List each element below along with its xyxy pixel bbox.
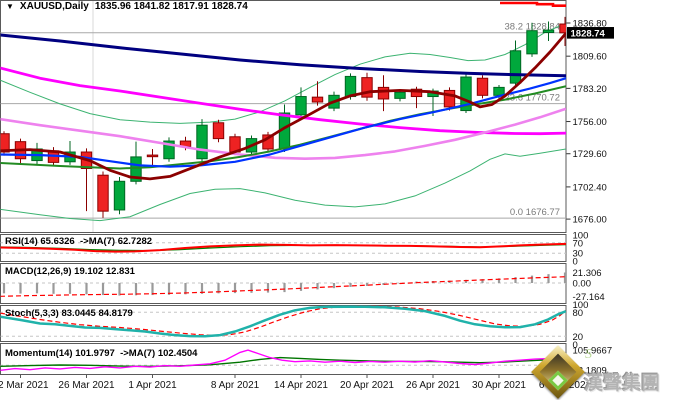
collapse-triangle-icon[interactable]: ▼: [6, 1, 14, 11]
price-tick-label: 1783.20: [573, 84, 607, 95]
chart-title-bar: ▼ XAUUSD,Daily 1835.96 1841.82 1817.91 1…: [6, 1, 248, 12]
candle-body: [394, 91, 406, 99]
price-tick-label: 1756.00: [573, 117, 607, 128]
rsi-axis-label: 70: [573, 238, 584, 249]
bollinger-upper-line: [0, 23, 566, 124]
candle-body: [196, 124, 208, 160]
rsi-panel: [0, 242, 566, 254]
candle-body: [146, 154, 159, 158]
price-tick-label: 1809.60: [573, 52, 607, 63]
stochastic-panel: [0, 305, 566, 338]
date-tick-label: 20 Apr 2021: [340, 380, 394, 391]
rsi-line: [0, 242, 566, 253]
candle-body: [542, 29, 555, 34]
ma-violet-line: [0, 107, 566, 160]
rsi-axis-label: 100: [573, 231, 589, 242]
bollinger-lower-line: [0, 148, 566, 222]
macd-axis-label: -27.164: [573, 292, 605, 303]
date-tick-label: 14 Apr 2021: [274, 380, 328, 391]
candle-body: [130, 156, 142, 182]
stoch-axis-label: 20: [573, 332, 584, 343]
ohlc-values: 1835.96 1841.82 1817.91 1828.74: [94, 1, 248, 12]
ma-maroon-line: [0, 32, 566, 181]
watermark-text: 漢聲集團: [584, 373, 661, 394]
candle-body: [526, 30, 538, 55]
price-tick-label: 1729.60: [573, 149, 607, 160]
candle-body: [377, 86, 390, 100]
candle-body: [460, 76, 472, 112]
date-tick-label: 26 Apr 2021: [406, 380, 460, 391]
candle-body: [476, 77, 489, 96]
date-axis: 22 Mar 2021 26 Mar 2021 1 Apr 2021 8 Apr 20…: [0, 374, 592, 391]
candle-body: [97, 174, 109, 212]
price-tick-label: 1836.80: [573, 19, 607, 30]
price-tick-label: 1676.00: [573, 215, 607, 226]
momentum-axis-label: 105.9667: [573, 345, 613, 356]
macd-axis-label: 21.306: [573, 268, 602, 279]
stoch-main-line: [0, 305, 566, 338]
macd-panel: [0, 272, 566, 297]
date-tick-label: 1 Apr 2021: [128, 380, 177, 391]
price-tick-label: 1702.40: [573, 182, 607, 193]
fib-label: 0.0 1676.77: [510, 207, 560, 218]
stoch-label: Stoch(5,3,3) 83.0445 84.8179: [5, 307, 133, 319]
rsi-axis-label: 0: [573, 257, 578, 268]
current-price-tag: [567, 27, 614, 39]
symbol-label: XAUUSD,Daily: [19, 1, 89, 12]
fib-label: 23.6 1770.72: [505, 93, 560, 104]
stoch-axis-label: 80: [573, 308, 584, 319]
candle-body: [113, 180, 126, 211]
date-tick-label: 8 Apr 2021: [211, 380, 260, 391]
date-tick-label: 22 Mar 2021: [0, 380, 49, 391]
candlesticks: [0, 16, 566, 218]
ma-magenta-line: [0, 66, 566, 136]
candle-body: [212, 122, 225, 140]
rsi-label: RSI(14) 65.6326 ->MA(7) 62.7282: [5, 236, 153, 247]
candle-body: [361, 77, 373, 98]
momentum-line: [0, 349, 566, 372]
momentum-label: Momentum(14) 101.9797 ->MA(7) 102.4504: [5, 347, 198, 359]
candle-body: [443, 89, 456, 108]
candle-body: [509, 50, 522, 84]
candle-body: [410, 88, 423, 98]
momentum-axis-label: 98.1809: [573, 365, 607, 376]
ma-blue-line: [0, 77, 566, 168]
red-step-line: [500, 1, 566, 7]
macd-label: MACD(12,26,9) 19.102 12.831: [5, 265, 135, 277]
rsi-axis-label: 30: [573, 249, 584, 260]
macd-axis-label: 0.00: [573, 279, 592, 290]
candle-body: [163, 140, 175, 160]
date-tick-label: 26 Mar 2021: [58, 380, 115, 391]
candle-body: [311, 96, 324, 103]
candle-body: [295, 96, 307, 116]
ma-navy-line: [0, 33, 566, 78]
momentum-ma-line: [0, 356, 566, 368]
watermark-monogram: S: [585, 347, 592, 362]
momentum-panel: [0, 349, 566, 372]
date-tick-label: 30 Apr 2021: [472, 380, 526, 391]
current-price-value: 1828.74: [571, 28, 606, 39]
macd-signal-line: [0, 276, 566, 297]
price-axis: 1836.80 1809.60 1783.20 1756.00 1729.60 1702.…: [566, 19, 614, 376]
stoch-axis-label: 100: [573, 300, 589, 311]
stoch-axis-label: 0: [573, 340, 578, 351]
candle-body: [344, 75, 357, 98]
